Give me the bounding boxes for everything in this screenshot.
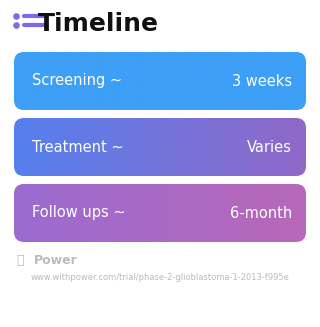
Text: Treatment ~: Treatment ~ <box>32 140 124 154</box>
Text: Follow ups ~: Follow ups ~ <box>32 205 126 220</box>
Text: 6-month: 6-month <box>230 205 292 220</box>
Text: Screening ~: Screening ~ <box>32 74 122 89</box>
Text: Varies: Varies <box>247 140 292 154</box>
Text: ⛱: ⛱ <box>16 253 23 267</box>
Text: Power: Power <box>34 253 78 267</box>
Text: 3 weeks: 3 weeks <box>232 74 292 89</box>
Text: Timeline: Timeline <box>38 12 159 36</box>
Text: www.withpower.com/trial/phase-2-glioblastoma-1-2013-f995e: www.withpower.com/trial/phase-2-glioblas… <box>31 273 289 283</box>
